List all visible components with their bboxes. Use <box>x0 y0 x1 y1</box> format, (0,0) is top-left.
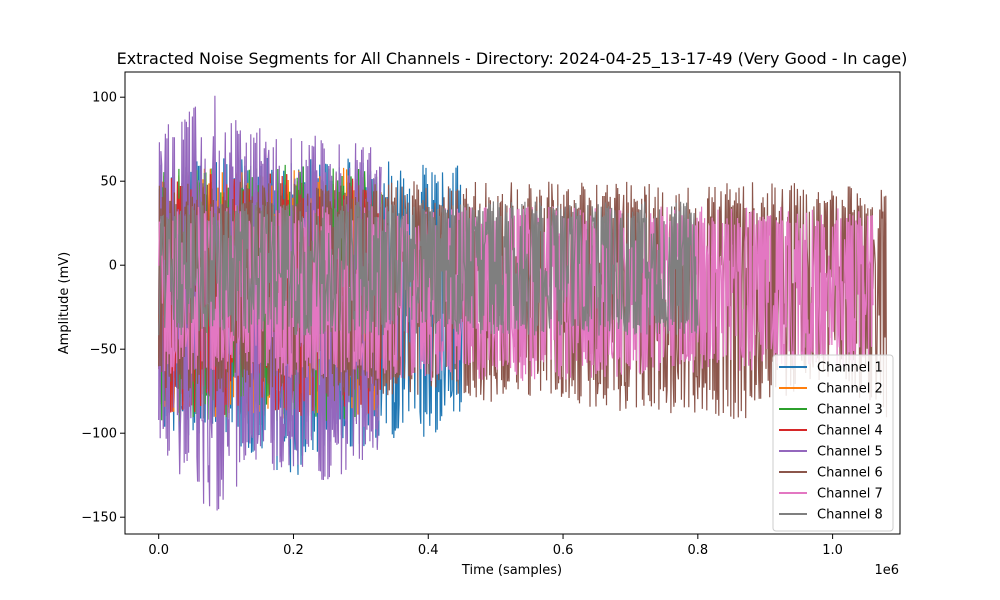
y-tick-label: 100 <box>92 91 117 106</box>
legend-item-6: Channel 6 <box>779 466 883 481</box>
legend-item-5: Channel 5 <box>779 445 883 460</box>
series-layer <box>158 95 888 511</box>
x-axis: 0.0 0.2 0.4 0.6 0.8 1.0 <box>148 534 843 558</box>
y-axis: −150 −100 −50 0 50 100 <box>81 91 125 526</box>
y-tick-label: 50 <box>100 175 117 190</box>
legend-item-2: Channel 2 <box>779 382 883 397</box>
legend-item-8: Channel 8 <box>779 508 883 523</box>
legend-label: Channel 8 <box>817 508 883 523</box>
legend-label: Channel 2 <box>817 382 883 397</box>
series-line-8 <box>158 201 699 336</box>
x-tick-label: 0.8 <box>687 543 708 558</box>
y-tick-label: −100 <box>81 427 117 442</box>
y-tick-label: 0 <box>109 259 117 274</box>
y-tick-label: −150 <box>81 511 117 526</box>
x-tick-label: 0.6 <box>553 543 574 558</box>
x-offset-label: 1e6 <box>874 563 899 578</box>
x-tick-label: 0.0 <box>148 543 169 558</box>
x-axis-label: Time (samples) <box>461 563 562 578</box>
chart-title: Extracted Noise Segments for All Channel… <box>117 49 908 69</box>
legend-item-4: Channel 4 <box>779 424 883 439</box>
x-tick-label: 1.0 <box>822 543 843 558</box>
legend-label: Channel 6 <box>817 466 883 481</box>
plot-frame <box>124 71 901 535</box>
legend: Channel 1 Channel 2 Channel 3 Channel 4 Chan… <box>772 354 894 532</box>
legend-box <box>772 354 894 532</box>
legend-label: Channel 3 <box>817 403 883 418</box>
series-8 <box>158 201 699 336</box>
x-tick-label: 0.2 <box>283 543 304 558</box>
y-tick-label: −50 <box>90 343 117 358</box>
legend-label: Channel 1 <box>817 361 883 376</box>
legend-item-3: Channel 3 <box>779 403 883 418</box>
legend-item-7: Channel 7 <box>779 487 883 502</box>
legend-label: Channel 4 <box>817 424 883 439</box>
legend-item-1: Channel 1 <box>779 361 883 376</box>
legend-label: Channel 5 <box>817 445 883 460</box>
y-axis-label: Amplitude (mV) <box>57 252 72 354</box>
legend-label: Channel 7 <box>817 487 883 502</box>
x-tick-label: 0.4 <box>418 543 439 558</box>
